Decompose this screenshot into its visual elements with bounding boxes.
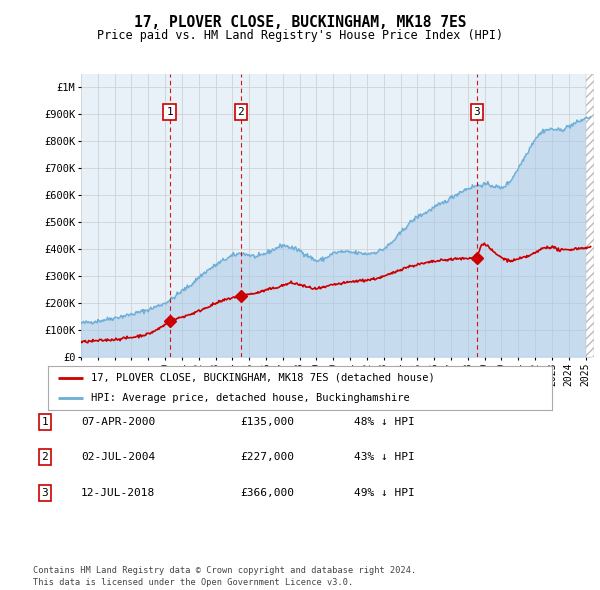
Text: 1: 1 [41,417,49,427]
Text: Price paid vs. HM Land Registry's House Price Index (HPI): Price paid vs. HM Land Registry's House … [97,30,503,42]
Text: 12-JUL-2018: 12-JUL-2018 [81,488,155,497]
Text: 17, PLOVER CLOSE, BUCKINGHAM, MK18 7ES: 17, PLOVER CLOSE, BUCKINGHAM, MK18 7ES [134,15,466,30]
Text: £366,000: £366,000 [240,488,294,497]
Text: 07-APR-2000: 07-APR-2000 [81,417,155,427]
Text: 3: 3 [473,107,480,117]
Text: 3: 3 [41,488,49,497]
Text: 1: 1 [166,107,173,117]
Text: HPI: Average price, detached house, Buckinghamshire: HPI: Average price, detached house, Buck… [91,393,410,403]
Text: 2: 2 [41,453,49,462]
Text: 49% ↓ HPI: 49% ↓ HPI [354,488,415,497]
Text: £135,000: £135,000 [240,417,294,427]
Text: 02-JUL-2004: 02-JUL-2004 [81,453,155,462]
Text: 17, PLOVER CLOSE, BUCKINGHAM, MK18 7ES (detached house): 17, PLOVER CLOSE, BUCKINGHAM, MK18 7ES (… [91,373,434,383]
Text: Contains HM Land Registry data © Crown copyright and database right 2024.
This d: Contains HM Land Registry data © Crown c… [33,566,416,587]
Text: 43% ↓ HPI: 43% ↓ HPI [354,453,415,462]
Text: 48% ↓ HPI: 48% ↓ HPI [354,417,415,427]
Text: 2: 2 [238,107,244,117]
Text: £227,000: £227,000 [240,453,294,462]
